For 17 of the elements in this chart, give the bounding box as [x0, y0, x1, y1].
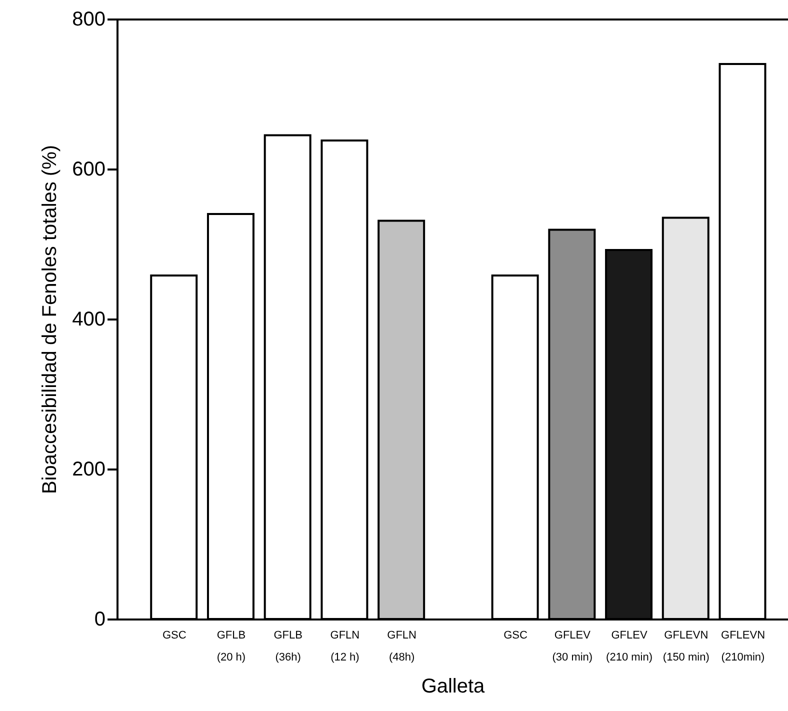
x-tick-label: GFLB (20 h) — [216, 630, 246, 664]
y-tick-label: 800 — [72, 8, 106, 30]
y-tick-label: 400 — [72, 308, 106, 330]
y-axis-title: Bioaccesibilidad de Fenoles totales (%) — [39, 144, 62, 494]
y-tick-label: 200 — [72, 458, 106, 480]
x-tick-label: GSC — [504, 630, 528, 642]
x-tick-label: GFLEV (210 min) — [606, 630, 653, 664]
x-axis-title: Galleta — [421, 676, 486, 698]
x-tick-label: GSC — [162, 630, 186, 642]
x-tick-label: GFLN (12 h) — [330, 630, 360, 664]
y-tick-label: 600 — [72, 158, 106, 180]
x-tick-label: GFLN (48h) — [387, 630, 417, 664]
x-tick-label: GFLB (36h) — [274, 630, 302, 664]
x-tick-label: GFLEVN (150 min) — [662, 630, 710, 664]
y-tick-label: 0 — [94, 608, 106, 630]
x-tick-label: GFLEVN (210min) — [721, 630, 766, 664]
x-tick-label: GFLEV (30 min) — [552, 630, 593, 664]
